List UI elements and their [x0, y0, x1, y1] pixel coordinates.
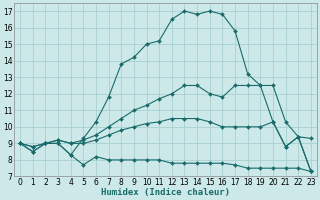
X-axis label: Humidex (Indice chaleur): Humidex (Indice chaleur)	[101, 188, 230, 197]
